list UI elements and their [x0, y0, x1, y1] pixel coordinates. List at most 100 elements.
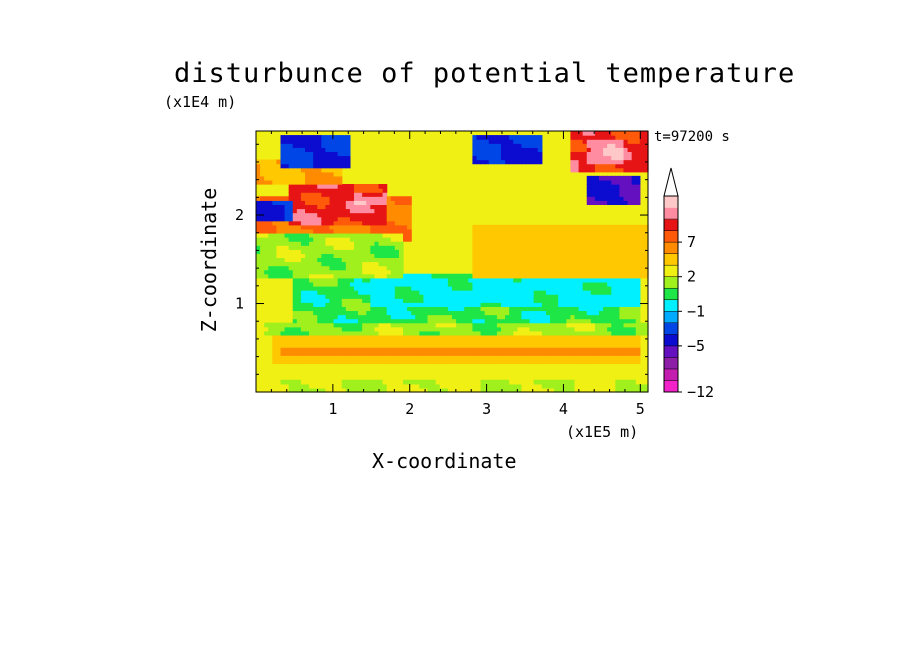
field-cell — [484, 159, 490, 165]
field-cell — [517, 347, 523, 352]
field-cell — [566, 241, 572, 246]
field-cell — [300, 343, 306, 348]
field-cell — [272, 269, 278, 275]
field-cell — [635, 188, 641, 193]
field-cell — [505, 379, 510, 385]
field-cell — [362, 326, 367, 332]
field-cell — [476, 273, 482, 279]
field-cell — [594, 188, 600, 193]
field-cell — [362, 343, 367, 348]
field-cell — [607, 379, 612, 385]
field-cell — [517, 310, 523, 316]
field-cell — [615, 139, 621, 144]
field-cell — [513, 228, 518, 234]
field-cell — [627, 314, 633, 320]
field-cell — [333, 273, 339, 279]
field-cell — [362, 204, 367, 210]
field-cell — [333, 159, 339, 165]
field-cell — [447, 383, 453, 389]
field-cell — [496, 359, 502, 365]
field-cell — [578, 334, 584, 340]
field-cell — [264, 175, 269, 181]
field-cell — [341, 302, 347, 307]
field-cell — [541, 347, 547, 352]
field-cell — [268, 249, 273, 254]
field-cell — [317, 204, 322, 210]
field-cell — [513, 326, 518, 332]
field-cell — [362, 220, 367, 226]
field-cell — [505, 269, 510, 275]
field-cell — [309, 245, 314, 250]
field-cell — [292, 212, 298, 218]
field-cell — [296, 302, 302, 307]
field-cell — [488, 338, 494, 344]
field-cell — [599, 351, 604, 356]
field-cell — [439, 298, 445, 303]
field-cell — [321, 167, 327, 173]
field-cell — [280, 355, 286, 360]
field-cell — [643, 237, 649, 242]
field-cell — [370, 224, 376, 230]
field-cell — [562, 318, 567, 324]
field-cell — [476, 334, 482, 340]
field-cell — [607, 151, 612, 157]
field-cell — [280, 359, 286, 365]
field-cell — [635, 245, 641, 250]
field-cell — [321, 294, 327, 299]
field-cell — [635, 269, 641, 275]
field-cell — [570, 294, 576, 299]
field-cell — [570, 322, 576, 328]
field-cell — [537, 294, 543, 299]
field-cell — [586, 143, 592, 148]
field-cell — [431, 290, 437, 295]
field-cell — [264, 171, 269, 177]
field-cell — [643, 135, 649, 140]
field-cell — [305, 204, 310, 210]
field-cell — [484, 232, 490, 238]
field-cell — [594, 159, 600, 165]
field-cell — [643, 245, 649, 250]
field-cell — [611, 383, 616, 389]
field-cell — [415, 330, 420, 336]
field-cell — [398, 306, 404, 312]
field-cell — [468, 351, 474, 356]
field-cell — [354, 212, 359, 218]
field-cell — [611, 175, 616, 181]
field-cell — [558, 298, 563, 303]
field-cell — [554, 351, 559, 356]
field-cell — [521, 237, 527, 242]
field-cell — [484, 290, 490, 295]
field-cell — [256, 224, 261, 230]
field-cell — [484, 322, 490, 328]
field-cell — [447, 298, 453, 303]
field-cell — [321, 306, 327, 312]
field-cell — [313, 167, 318, 173]
field-cell — [631, 285, 637, 291]
field-cell — [594, 253, 600, 259]
field-cell — [390, 355, 396, 360]
field-cell — [525, 298, 531, 303]
field-cell — [509, 135, 514, 140]
field-cell — [496, 338, 502, 344]
field-cell — [288, 220, 294, 226]
field-cell — [480, 261, 486, 267]
field-cell — [566, 318, 572, 324]
field-cell — [619, 192, 625, 197]
field-cell — [533, 273, 539, 279]
field-cell — [586, 379, 592, 385]
field-cell — [321, 277, 327, 283]
field-cell — [427, 302, 433, 307]
field-cell — [317, 347, 322, 352]
field-cell — [623, 163, 629, 169]
field-cell — [333, 334, 339, 340]
field-cell — [349, 318, 355, 324]
field-cell — [423, 290, 429, 295]
field-cell — [386, 245, 392, 250]
field-cell — [517, 228, 523, 234]
field-cell — [366, 310, 371, 316]
field-cell — [505, 359, 510, 365]
field-cell — [529, 241, 535, 246]
field-cell — [296, 135, 302, 140]
field-cell — [611, 387, 616, 393]
field-cell — [639, 224, 645, 230]
